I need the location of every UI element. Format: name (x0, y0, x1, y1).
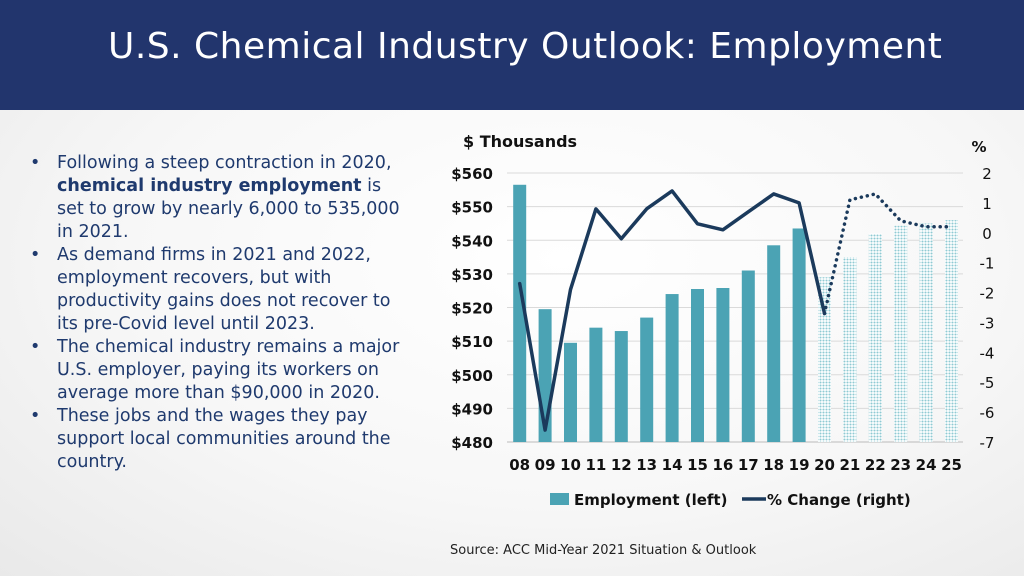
source-note: Source: ACC Mid-Year 2021 Situation & Ou… (450, 543, 757, 558)
right-axis-tick-label: -3 (980, 314, 995, 332)
left-axis-tick-label: $500 (451, 367, 493, 385)
x-axis-tick-label: 19 (789, 456, 810, 474)
employment-bar (919, 223, 933, 442)
employment-bar (665, 294, 679, 442)
employment-bar (614, 331, 628, 442)
bullet-item: Following a steep contraction in 2020, c… (30, 152, 405, 244)
bullet-item: These jobs and the wages they pay suppor… (30, 405, 405, 474)
x-axis-tick-label: 21 (839, 456, 860, 474)
bullet-text: The chemical industry remains a major U.… (57, 337, 400, 403)
employment-bar (945, 220, 958, 442)
employment-bar (691, 289, 704, 442)
bullet-list: Following a steep contraction in 2020, c… (30, 152, 405, 474)
employment-bar (589, 327, 603, 442)
bullet-text: is set to grow by nearly 6,000 to 535,00… (57, 176, 400, 242)
right-axis-tick-label: -1 (980, 255, 995, 273)
bullet-text: These jobs and the wages they pay suppor… (57, 406, 391, 472)
left-axis-tick-label: $510 (451, 333, 493, 351)
x-axis-tick-label: 17 (738, 456, 759, 474)
x-axis-tick-label: 18 (763, 456, 784, 474)
x-axis-tick-label: 11 (585, 456, 606, 474)
employment-bar (767, 245, 781, 442)
x-axis-tick-label: 20 (814, 456, 835, 474)
pct-change-line (517, 189, 827, 432)
x-axis-tick-label: 13 (636, 456, 657, 474)
legend-bar-swatch (550, 493, 569, 505)
employment-bar (564, 342, 577, 442)
left-axis-tick-label: $480 (451, 434, 493, 452)
slide-title: U.S. Chemical Industry Outlook: Employme… (108, 26, 943, 67)
employment-bar (513, 184, 527, 443)
x-axis-tick-label: 12 (611, 456, 632, 474)
x-axis-tick-label: 09 (535, 456, 556, 474)
right-axis-tick-label: -4 (980, 344, 995, 362)
left-axis-title: $ Thousands (463, 132, 577, 151)
left-axis-tick-label: $520 (451, 300, 493, 318)
employment-bar (818, 277, 831, 442)
left-axis-tick-label: $540 (451, 232, 493, 250)
employment-bar (640, 317, 654, 442)
employment-bar (741, 270, 755, 442)
right-axis-tick-label: 1 (982, 195, 992, 213)
left-axis-tick-label: $530 (451, 266, 493, 284)
employment-bar (716, 287, 730, 442)
right-axis-tick-label: 2 (982, 165, 992, 183)
left-axis-tick-label: $490 (451, 400, 493, 418)
left-axis-tick-label: $550 (451, 199, 493, 217)
bullet-item: As demand firms in 2021 and 2022, employ… (30, 244, 405, 336)
legend-bar-label: Employment (left) (574, 491, 727, 509)
bullet-bold-text: chemical industry employment (57, 176, 362, 196)
employment-bar (894, 225, 908, 442)
x-axis-tick-label: 22 (865, 456, 886, 474)
x-axis-tick-label: 16 (712, 456, 733, 474)
bullet-text: As demand firms in 2021 and 2022, employ… (57, 245, 391, 334)
employment-bar (868, 233, 882, 442)
bullet-text: Following a steep contraction in 2020, (57, 153, 392, 173)
x-axis-tick-label: 14 (662, 456, 683, 474)
right-axis-tick-label: -5 (980, 374, 995, 392)
x-axis-tick-label: 15 (687, 456, 708, 474)
right-axis-tick-label: -2 (980, 285, 995, 303)
left-axis-tick-label: $560 (451, 165, 493, 183)
right-axis-tick-label: -6 (980, 404, 995, 422)
employment-bar (843, 257, 857, 442)
pct-change-forecast-line (822, 192, 954, 316)
right-axis-title: % (971, 138, 986, 156)
right-axis-tick-label: 0 (982, 225, 992, 243)
x-axis-tick-label: 24 (916, 456, 937, 474)
x-axis-tick-label: 25 (941, 456, 962, 474)
bullet-item: The chemical industry remains a major U.… (30, 336, 405, 405)
employment-bar (792, 228, 806, 442)
title-bar: U.S. Chemical Industry Outlook: Employme… (0, 0, 1024, 110)
right-axis-tick-label: -7 (980, 434, 995, 452)
x-axis-tick-label: 23 (890, 456, 911, 474)
x-axis-tick-label: 10 (560, 456, 581, 474)
x-axis-tick-label: 08 (509, 456, 530, 474)
legend-line-label: % Change (right) (767, 491, 911, 509)
